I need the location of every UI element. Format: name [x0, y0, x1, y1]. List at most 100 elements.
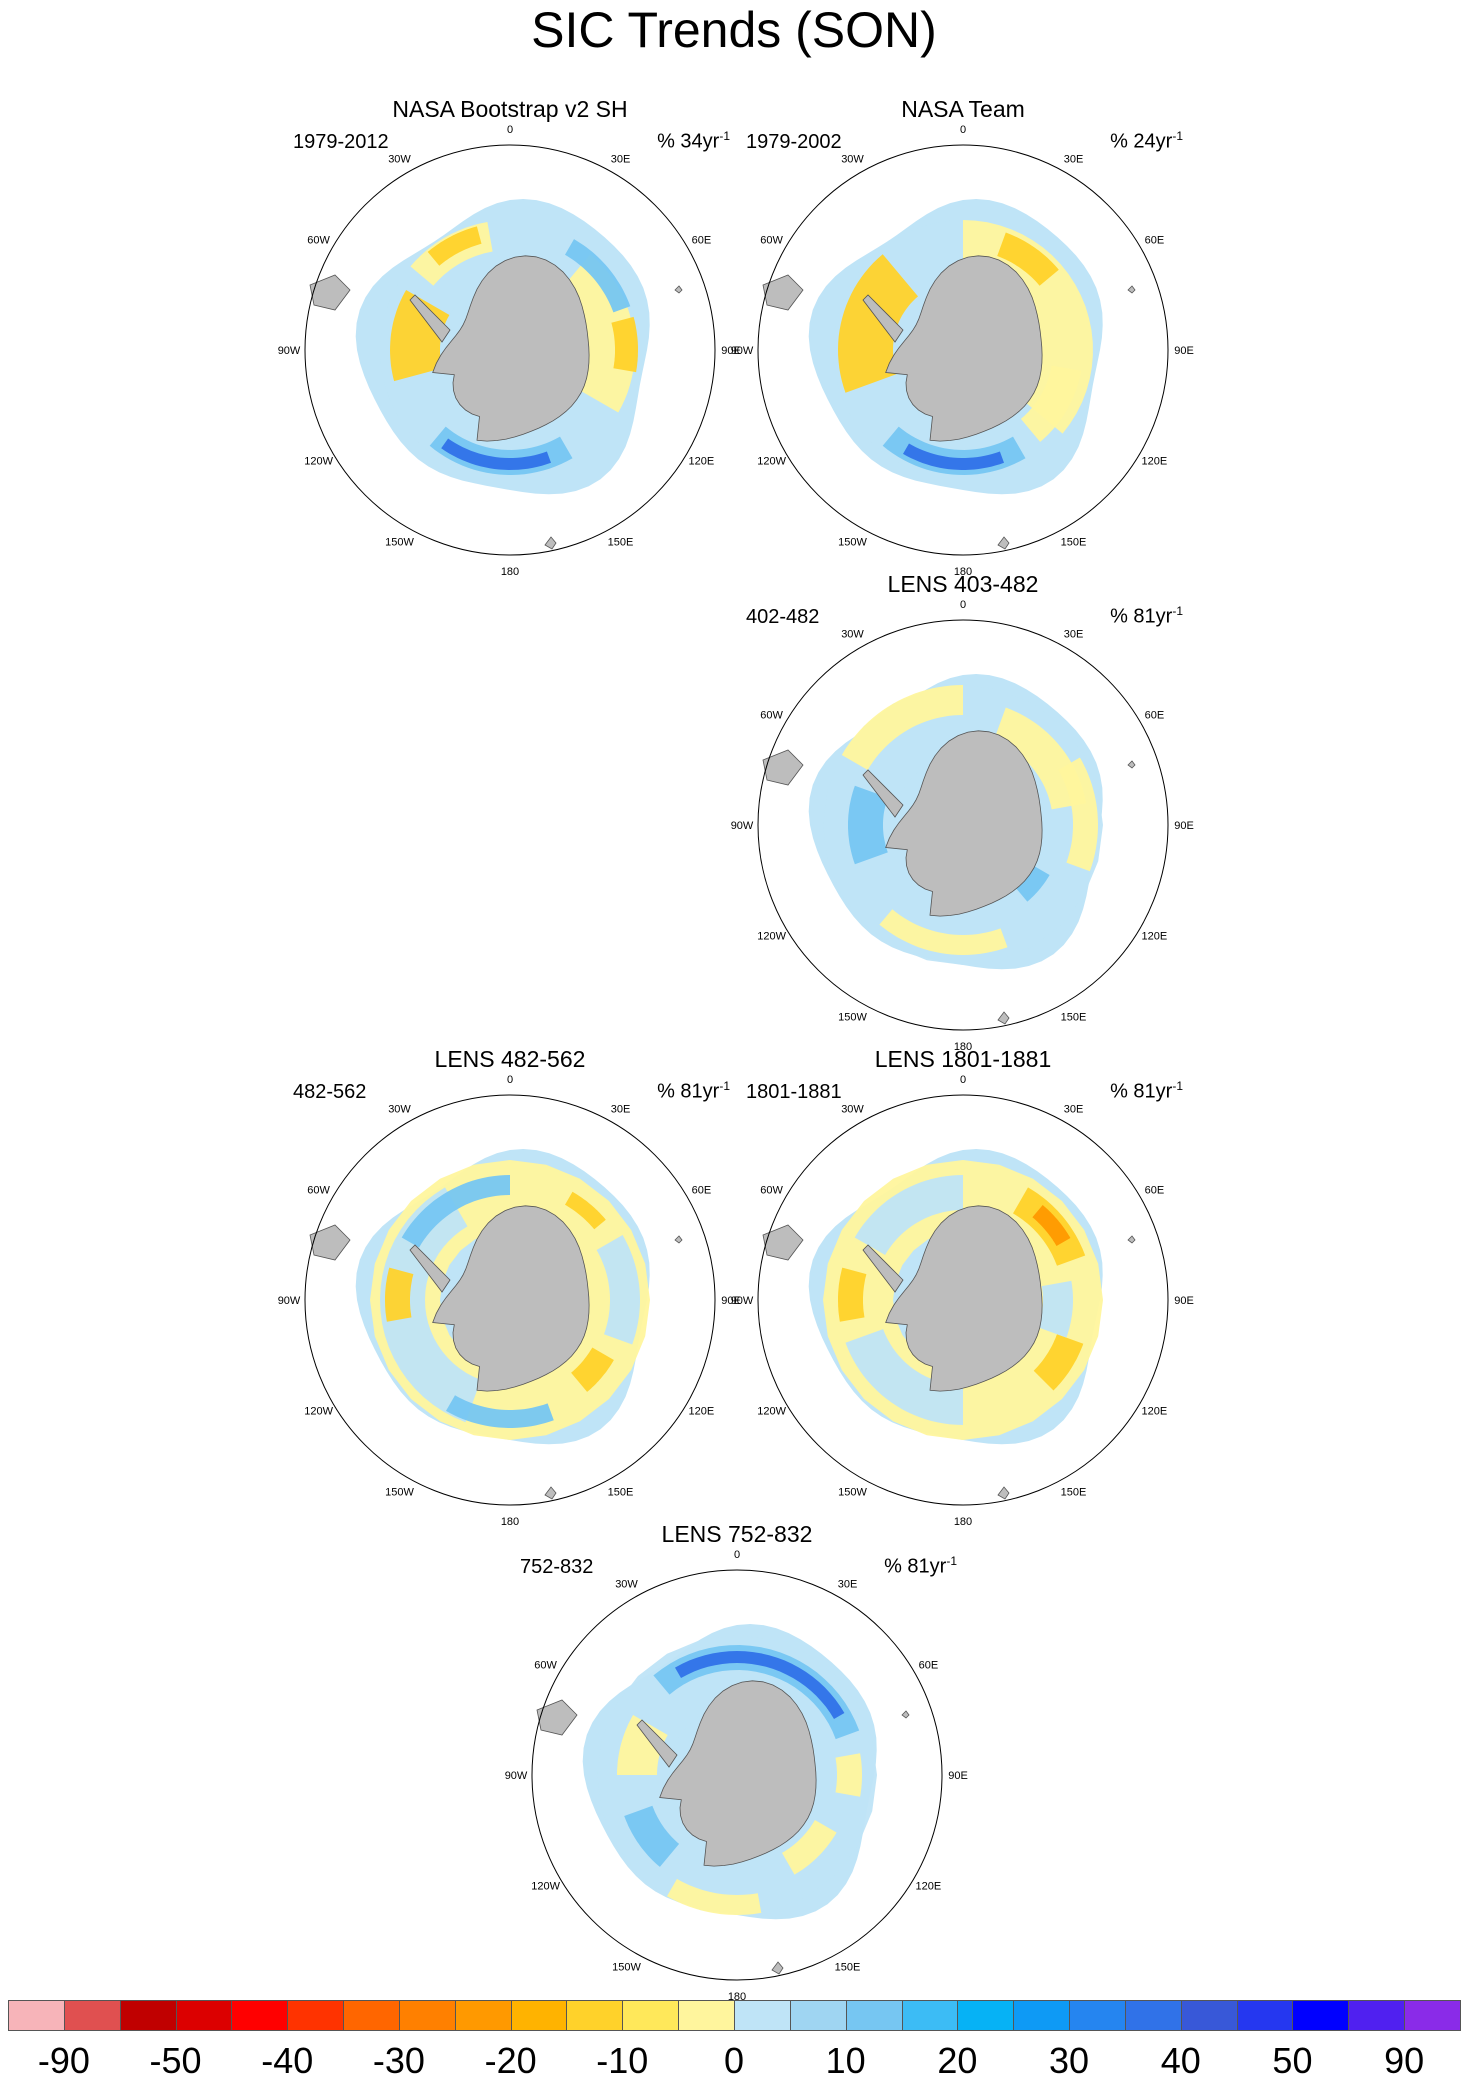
- longitude-label: 0: [507, 1074, 513, 1086]
- longitude-label: 90W: [731, 1295, 754, 1307]
- map-boundary: [757, 619, 1169, 1031]
- trend-region: [390, 290, 450, 382]
- colorbar-swatch: [1292, 2000, 1350, 2031]
- trend-region: [1020, 365, 1082, 442]
- longitude-label: 60E: [692, 1185, 712, 1197]
- longitude-label: 90E: [721, 345, 741, 357]
- longitude-label: 30E: [611, 154, 631, 166]
- panel-title: LENS 482-562: [434, 1046, 586, 1072]
- longitude-label: 30E: [1064, 154, 1084, 166]
- kerguelen-island: [901, 1710, 910, 1719]
- colorbar-swatch: [287, 2000, 345, 2031]
- longitude-label: 180: [501, 566, 519, 578]
- colorbar-swatch: [398, 2000, 456, 2031]
- trend-region: [1033, 1334, 1084, 1391]
- longitude-label: 120W: [757, 456, 786, 468]
- new-zealand-landmass: [544, 1486, 557, 1500]
- colorbar-swatch: [622, 2000, 680, 2031]
- panel-period-label: 482-562: [293, 1081, 367, 1103]
- colorbar-swatch: [175, 2000, 233, 2031]
- longitude-label: 60W: [760, 710, 783, 722]
- kerguelen-island: [674, 285, 683, 294]
- trend-region: [835, 1753, 862, 1797]
- colorbar-swatch: [901, 2000, 959, 2031]
- new-zealand-landmass: [997, 1486, 1010, 1500]
- south-america-landmass: [762, 1224, 804, 1261]
- longitude-label: 30E: [1064, 629, 1084, 641]
- colorbar-tick-label: 30: [1049, 2040, 1090, 2081]
- longitude-label: 120W: [757, 1406, 786, 1418]
- trend-region: [596, 1235, 640, 1345]
- map-panel-nasa-team: NASA Team 1979-2002 % 24yr-1 0 30E 60E 90E 1…: [723, 95, 1203, 578]
- colorbar-swatch: [8, 2000, 65, 2031]
- panel-units-label: % 81yr-1: [1110, 1079, 1183, 1103]
- longitude-label: 0: [507, 124, 513, 136]
- longitude-label: 120E: [1142, 456, 1168, 468]
- colorbar-swatch: [63, 2000, 121, 2031]
- longitude-label: 120W: [757, 931, 786, 943]
- map-panel-lens-752-832: LENS 752-832 752-832 % 81yr-1 0 30E 60E 90E…: [497, 1520, 977, 2003]
- trend-region: [565, 239, 631, 313]
- colorbar-swatch: [1404, 2000, 1461, 2031]
- trend-region: [380, 220, 510, 473]
- colorbar-swatch: [119, 2000, 177, 2031]
- trend-region: [617, 1715, 668, 1775]
- colorbar-swatch: [734, 2000, 791, 2031]
- trend-region: [385, 1267, 414, 1322]
- colorbar-tick-label: 90: [1384, 2040, 1425, 2081]
- longitude-label: 180: [501, 1516, 519, 1528]
- trend-region: [565, 1191, 606, 1230]
- longitude-label: 60W: [307, 1185, 330, 1197]
- longitude-label: 60W: [760, 235, 783, 247]
- panel-units-label: % 34yr-1: [657, 129, 730, 153]
- trend-region: [446, 1395, 554, 1428]
- longitude-label: 120E: [1142, 931, 1168, 943]
- antarctic-peninsula: [862, 294, 904, 343]
- longitude-label: 60E: [1145, 710, 1165, 722]
- longitude-label: 90W: [278, 345, 301, 357]
- map-panel-lens-403-482: LENS 403-482 402-482 % 81yr-1 0 30E 60E 90E…: [723, 570, 1203, 1053]
- longitude-label: 120W: [304, 456, 333, 468]
- colorbar-tick-label: 50: [1272, 2040, 1313, 2081]
- longitude-label: 90E: [1174, 820, 1194, 832]
- longitude-label: 150E: [835, 1961, 861, 1973]
- longitude-label: 150W: [612, 1961, 641, 1973]
- south-america-landmass: [762, 749, 804, 786]
- kerguelen-island: [1127, 760, 1136, 769]
- longitude-label: 120E: [916, 1881, 942, 1893]
- map-layers: [762, 1149, 1136, 1500]
- trend-region: [380, 1187, 481, 1423]
- new-zealand-landmass: [997, 536, 1010, 550]
- map-boundary: [531, 1569, 943, 1981]
- panel-period-label: 402-482: [746, 606, 820, 628]
- map-boundary: [757, 1094, 1169, 1506]
- longitude-label: 60W: [307, 235, 330, 247]
- longitude-label: 150E: [608, 536, 634, 548]
- panel-units-label: % 24yr-1: [1110, 129, 1183, 153]
- colorbar-swatch: [678, 2000, 735, 2031]
- colorbar: [8, 2000, 1461, 2033]
- trend-region: [571, 1347, 614, 1392]
- colorbar-tick-label: -30: [372, 2040, 425, 2081]
- kerguelen-island: [674, 1235, 683, 1244]
- map-panel-bootstrap: NASA Bootstrap v2 SH 1979-2012 % 34yr-1 …: [270, 95, 750, 578]
- trend-region: [427, 226, 482, 266]
- longitude-label: 0: [960, 1074, 966, 1086]
- map-layers: [309, 1149, 683, 1500]
- longitude-label: 0: [960, 599, 966, 611]
- kerguelen-island: [1127, 1235, 1136, 1244]
- trend-region: [841, 685, 963, 770]
- antarctica-landmass: [885, 730, 1043, 917]
- longitude-label: 0: [960, 124, 966, 136]
- colorbar-tick-label: 20: [937, 2040, 978, 2081]
- map-panel-lens-1801-1881: LENS 1801-1881 1801-1881 % 81yr-1 0 30E 60…: [723, 1045, 1203, 1528]
- south-america-landmass: [762, 274, 804, 311]
- longitude-label: 150E: [1061, 1011, 1087, 1023]
- longitude-label: 90W: [731, 345, 754, 357]
